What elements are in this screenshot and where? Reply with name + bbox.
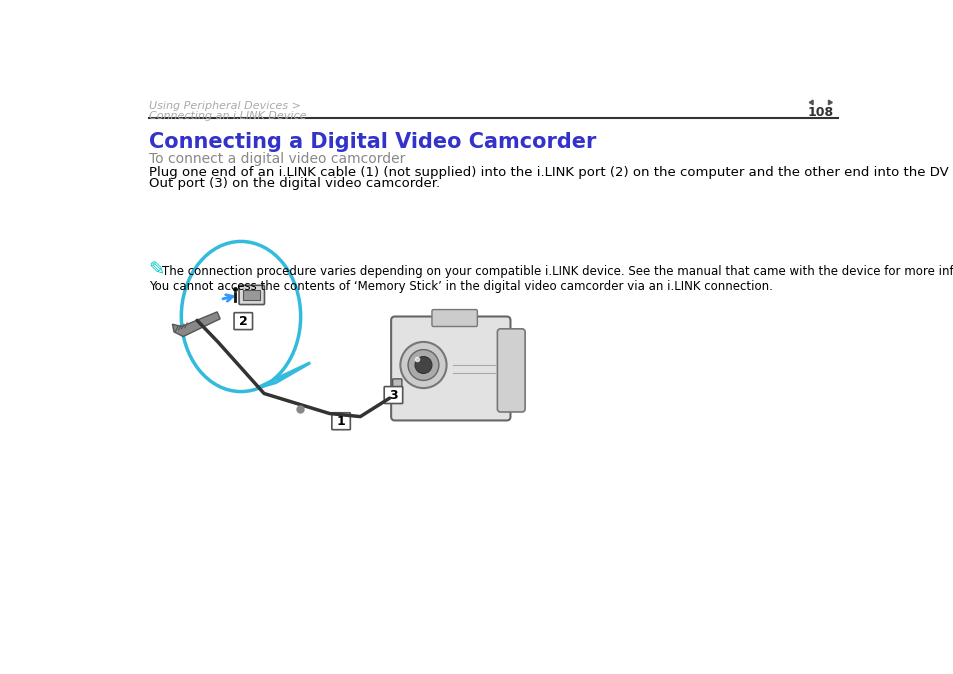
FancyBboxPatch shape bbox=[239, 285, 264, 305]
FancyBboxPatch shape bbox=[497, 329, 524, 412]
FancyBboxPatch shape bbox=[432, 309, 476, 326]
Circle shape bbox=[415, 357, 432, 373]
Text: ✎: ✎ bbox=[149, 261, 165, 280]
Text: 1: 1 bbox=[336, 415, 345, 428]
Text: You cannot access the contents of ‘Memory Stick’ in the digital video camcorder : You cannot access the contents of ‘Memor… bbox=[149, 280, 772, 293]
Text: Connecting an i.LINK Device: Connecting an i.LINK Device bbox=[149, 111, 306, 121]
Text: 108: 108 bbox=[807, 106, 833, 119]
FancyBboxPatch shape bbox=[393, 379, 401, 394]
Polygon shape bbox=[808, 100, 812, 104]
Text: Connecting a Digital Video Camcorder: Connecting a Digital Video Camcorder bbox=[149, 131, 596, 152]
FancyBboxPatch shape bbox=[332, 412, 350, 430]
Polygon shape bbox=[827, 100, 831, 104]
FancyBboxPatch shape bbox=[384, 387, 402, 404]
FancyBboxPatch shape bbox=[391, 317, 510, 421]
Circle shape bbox=[408, 350, 438, 380]
Text: To connect a digital video camcorder: To connect a digital video camcorder bbox=[149, 152, 404, 166]
FancyArrowPatch shape bbox=[223, 295, 233, 301]
Bar bbox=[243, 290, 260, 301]
Text: 3: 3 bbox=[389, 388, 397, 402]
Text: Plug one end of an i.LINK cable (1) (not supplied) into the i.LINK port (2) on t: Plug one end of an i.LINK cable (1) (not… bbox=[149, 166, 953, 179]
Circle shape bbox=[400, 342, 446, 388]
Text: 2: 2 bbox=[238, 315, 248, 328]
Polygon shape bbox=[172, 312, 220, 336]
Text: The connection procedure varies depending on your compatible i.LINK device. See : The connection procedure varies dependin… bbox=[161, 265, 953, 278]
Text: Out port (3) on the digital video camcorder.: Out port (3) on the digital video camcor… bbox=[149, 177, 439, 190]
Text: Using Peripheral Devices >: Using Peripheral Devices > bbox=[149, 101, 300, 111]
FancyBboxPatch shape bbox=[233, 313, 253, 330]
